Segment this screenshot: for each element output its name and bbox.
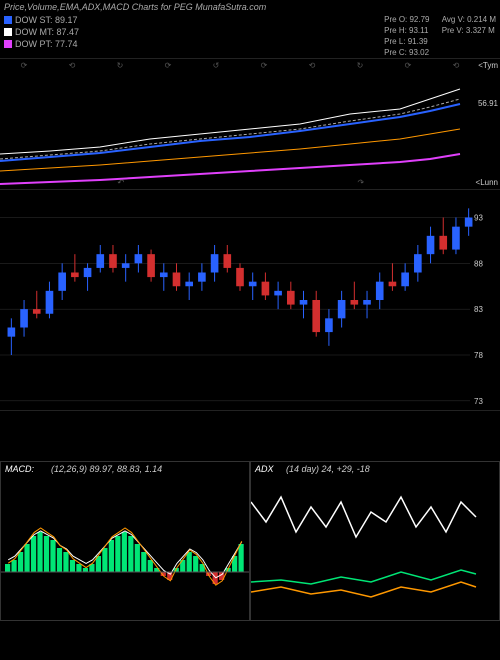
spacer-panel: [0, 410, 500, 461]
legend-item: DOW MT: 87.47: [4, 26, 79, 38]
adx-panel: ADX (14 day) 24, +29, -18: [250, 461, 500, 621]
ema-top-tag: <Tym: [478, 61, 498, 70]
macd-label: MACD:: [5, 464, 34, 474]
svg-text:88: 88: [474, 259, 483, 268]
macd-panel: MACD: (12,26,9) 89.97, 88.83, 1.14: [0, 461, 250, 621]
legend-item: DOW PT: 77.74: [4, 38, 79, 50]
svg-text:73: 73: [474, 397, 483, 406]
header-row: DOW ST: 89.17DOW MT: 87.47DOW PT: 77.74 …: [0, 14, 500, 58]
chart-title: Price,Volume,EMA,ADX,MACD Charts for PEG…: [0, 0, 500, 14]
stats: Pre O: 92.79Pre H: 93.11Pre L: 91.39Pre …: [374, 14, 496, 58]
svg-text:78: 78: [474, 351, 483, 360]
indicator-row: MACD: (12,26,9) 89.97, 88.83, 1.14 ADX (…: [0, 461, 500, 621]
ema-panel: ⟳⟲↻⟳↺⟳⟲↻⟳⟲ <Tym 56.91 <Lunn ↶↷: [0, 58, 500, 189]
ema-last-label: 56.91: [478, 99, 498, 108]
legend-item: DOW ST: 89.17: [4, 14, 79, 26]
svg-text:83: 83: [474, 305, 483, 314]
candle-panel: 93 88 83 78 73: [0, 189, 500, 410]
svg-text:93: 93: [474, 214, 483, 223]
adx-label: ADX: [255, 464, 274, 474]
adx-meta: (14 day) 24, +29, -18: [286, 464, 370, 474]
legend: DOW ST: 89.17DOW MT: 87.47DOW PT: 77.74: [4, 14, 79, 58]
macd-meta: (12,26,9) 89.97, 88.83, 1.14: [51, 464, 162, 474]
